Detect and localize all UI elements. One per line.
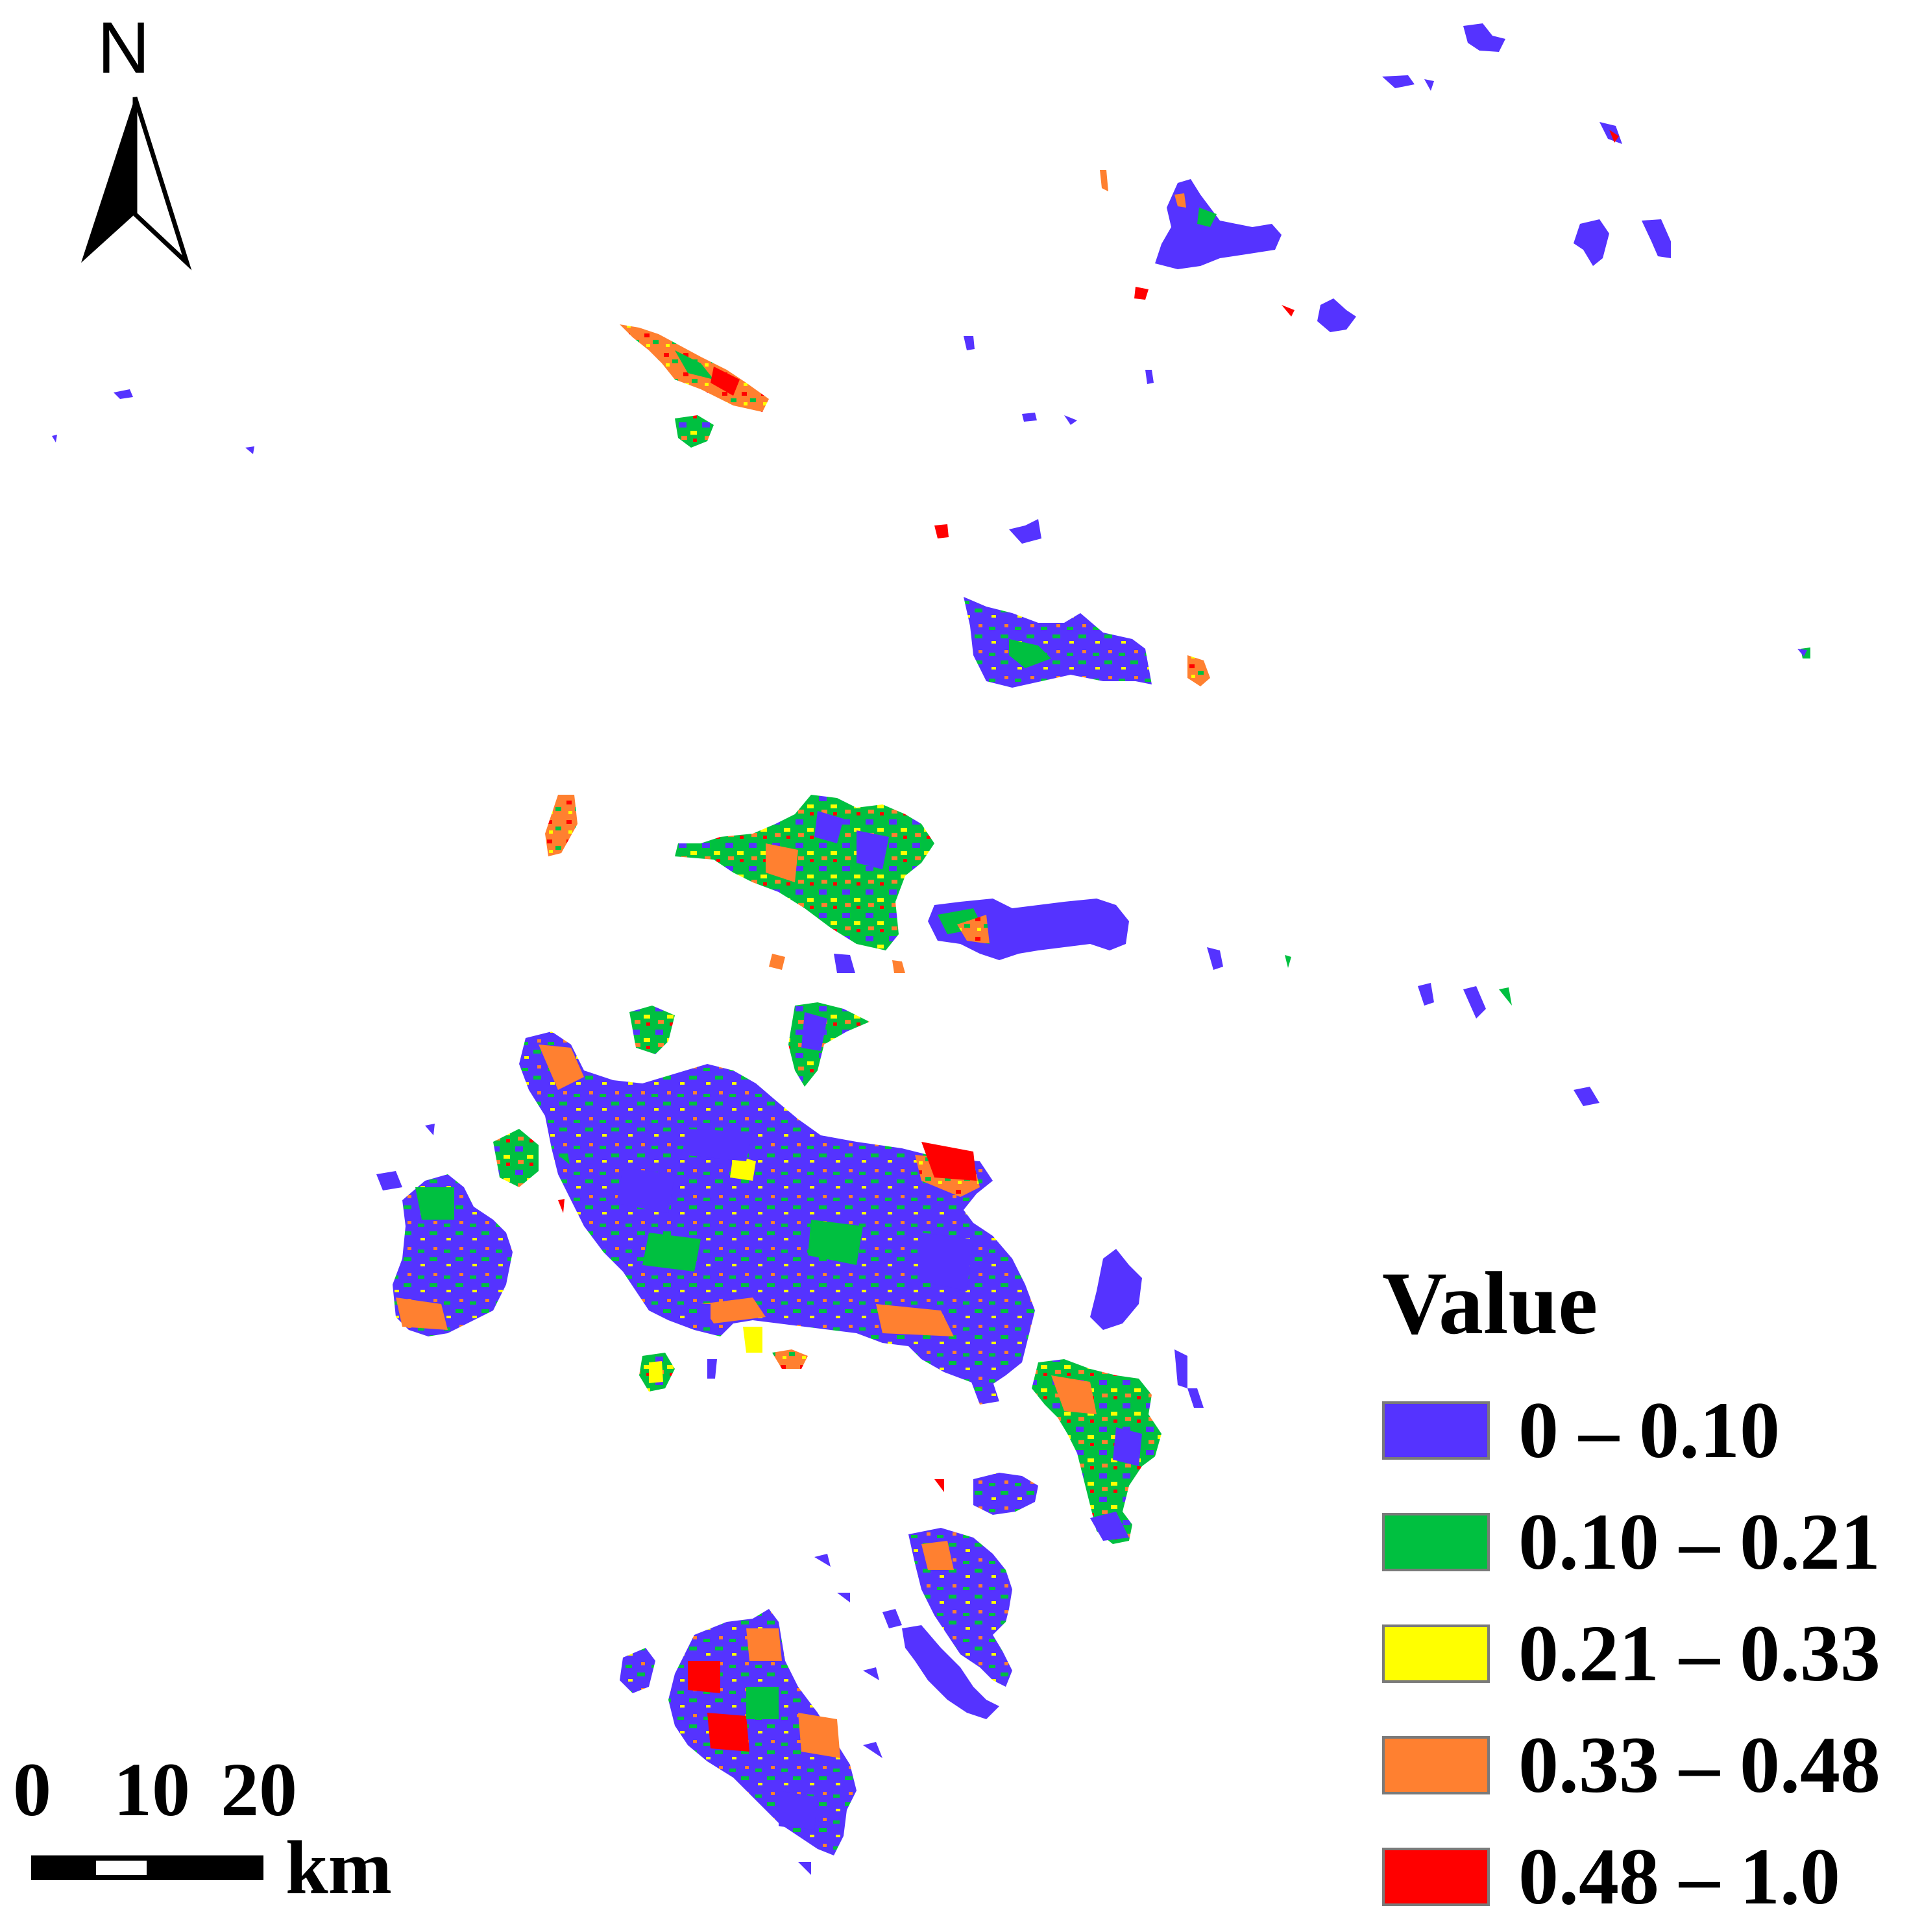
legend-title: Value — [1382, 1253, 1598, 1353]
northern-islands — [964, 23, 1810, 658]
legend-label: 0.21 – 0.33 — [1518, 1609, 1880, 1698]
eastern-islands — [814, 1249, 1204, 1719]
legend-swatch — [1382, 1401, 1490, 1460]
main-island — [519, 1032, 1035, 1388]
scale-bar — [31, 1855, 263, 1880]
central-islands — [545, 795, 1599, 1106]
legend-swatch — [1382, 1848, 1490, 1906]
legend-swatch — [1382, 1624, 1490, 1683]
north-label: N — [97, 7, 150, 88]
legend-label: 0 – 0.10 — [1518, 1386, 1780, 1475]
legend-swatch — [1382, 1736, 1490, 1794]
middle-islands — [934, 519, 1807, 688]
southwest-island — [620, 1609, 882, 1875]
legend-swatch — [1382, 1513, 1490, 1571]
scale-tick-label: 10 — [114, 1747, 190, 1832]
legend-label: 0.33 – 0.48 — [1518, 1721, 1880, 1809]
western-islands — [376, 1124, 570, 1336]
north-arrow-icon — [81, 96, 192, 271]
legend-label: 0.10 – 0.21 — [1518, 1497, 1880, 1586]
scale-tick-label: 0 — [13, 1747, 51, 1832]
legend-label: 0.48 – 1.0 — [1518, 1832, 1840, 1921]
scale-tick-label: 20 — [221, 1747, 297, 1832]
scale-unit-label: km — [286, 1825, 392, 1910]
upper-west-islands — [52, 324, 769, 454]
south-small-islands — [639, 1304, 999, 1405]
